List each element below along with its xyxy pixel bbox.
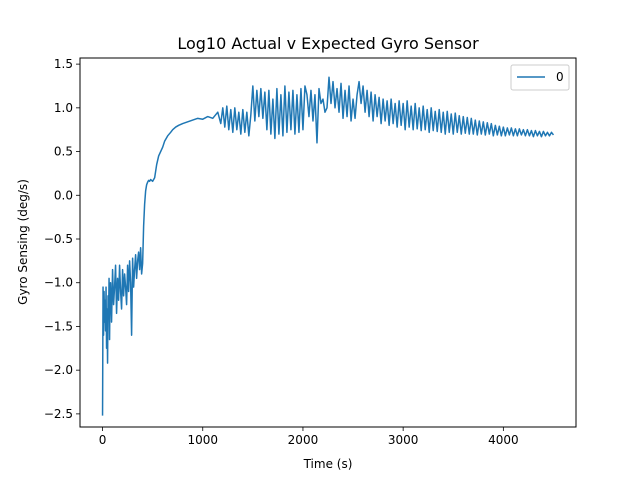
legend-label-0: 0	[556, 70, 564, 84]
y-tick-label: −1.0	[44, 276, 73, 290]
x-tick-label: 3000	[388, 433, 419, 447]
plot-area	[101, 76, 555, 416]
y-tick-label: 1.0	[54, 101, 73, 115]
legend: 0	[510, 64, 570, 91]
chart-title: Log10 Actual v Expected Gyro Sensor	[177, 34, 479, 53]
x-tick-label: 2000	[288, 433, 319, 447]
y-tick-label: 1.5	[54, 57, 73, 71]
x-axis-label: Time (s)	[303, 457, 353, 471]
x-tick-label: 4000	[488, 433, 519, 447]
y-tick-label: −2.5	[44, 407, 73, 421]
y-tick-label: −1.5	[44, 319, 73, 333]
series-line-0	[101, 76, 555, 416]
x-tick-label: 0	[99, 433, 107, 447]
x-axis: 0 1000 2000 3000 4000	[99, 427, 519, 447]
y-tick-label: 0.0	[54, 188, 73, 202]
plot-frame	[79, 57, 577, 428]
y-tick-label: 0.5	[54, 145, 73, 159]
y-axis-label: Gyro Sensing (deg/s)	[16, 179, 30, 305]
y-axis: −2.5 −2.0 −1.5 −1.0 −0.5 0.0 0.5 1.0 1.5	[44, 57, 80, 421]
y-tick-label: −2.0	[44, 363, 73, 377]
x-tick-label: 1000	[187, 433, 218, 447]
y-tick-label: −0.5	[44, 232, 73, 246]
